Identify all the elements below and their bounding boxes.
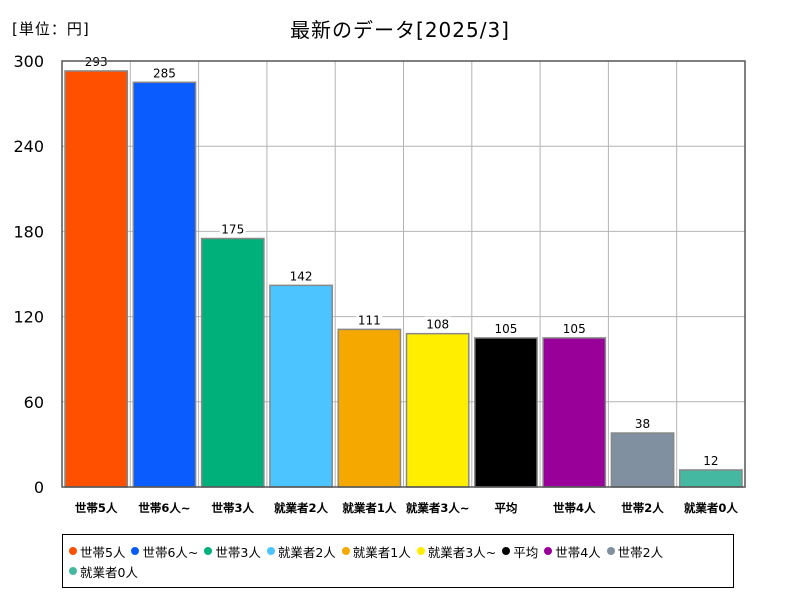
- data-label: 108: [426, 318, 449, 332]
- y-tick-label: 180: [13, 222, 44, 241]
- chart-title: 最新のデータ[2025/3]: [290, 18, 510, 42]
- legend-marker-icon: [69, 547, 77, 555]
- bar-chart: 0 60 120 180 240 300 293 世帯5人 285 世帯6人~ 175 世帯3人 142…: [13, 52, 746, 515]
- legend-label: 世帯6人~: [142, 544, 199, 560]
- unit-label: [単位：円]: [12, 20, 90, 38]
- bar: [132, 81, 197, 488]
- x-tick-label: 世帯2人: [621, 501, 664, 515]
- legend-marker-icon: [204, 547, 213, 555]
- chart-legend: 世帯5人 世帯6人~ 世帯3人 就業者2人 就業者1人 就業者3人~ 平均 世帯4人 世帯2人就…: [62, 534, 734, 588]
- bar: [200, 237, 265, 488]
- bar: [337, 328, 402, 488]
- y-tick-label: 60: [24, 393, 44, 412]
- data-label: 175: [221, 223, 244, 237]
- legend-marker-icon: [131, 547, 140, 555]
- y-tick-label: 300: [13, 52, 44, 71]
- legend-marker-icon: [416, 547, 425, 555]
- data-label-bg: [697, 452, 724, 467]
- data-label-bg: [424, 316, 451, 331]
- x-tick-label: 就業者2人: [274, 501, 329, 515]
- x-tick-label: 世帯5人: [75, 501, 118, 515]
- data-label: 105: [563, 322, 586, 336]
- legend-label: 世帯3人: [215, 544, 261, 560]
- bar: [405, 332, 470, 488]
- bar: [678, 469, 743, 488]
- legend-marker-icon: [266, 547, 275, 555]
- data-label: 38: [635, 417, 650, 431]
- bar: [542, 337, 607, 488]
- data-label-bg: [288, 268, 315, 283]
- x-tick-label: 就業者0人: [684, 501, 739, 515]
- x-tick-label: 世帯4人: [553, 501, 596, 515]
- legend-label: 就業者3人~: [427, 544, 497, 560]
- data-label: 105: [494, 322, 517, 336]
- bar: [269, 284, 333, 488]
- legend-item: 就業者0人: [69, 561, 138, 581]
- legend-marker-icon: [341, 547, 350, 555]
- x-tick-label: 就業者1人: [342, 501, 397, 515]
- data-label: 293: [85, 55, 108, 69]
- legend-item: 世帯3人: [204, 541, 261, 561]
- legend-marker-icon: [606, 547, 615, 555]
- legend-label: 世帯5人: [80, 544, 126, 560]
- data-label-bg: [151, 65, 178, 80]
- legend-label: 平均: [513, 544, 539, 560]
- y-tick-label: 240: [13, 137, 44, 156]
- legend-item: 就業者1人: [341, 541, 411, 561]
- legend-marker-icon: [69, 567, 77, 575]
- y-tick-label: 120: [13, 308, 44, 327]
- legend-item: 就業者2人: [266, 541, 336, 561]
- x-tick-label: 就業者3人~: [406, 501, 470, 515]
- legend-item: 就業者3人~: [416, 541, 497, 561]
- legend-item: 世帯4人: [544, 541, 601, 561]
- legend-item: 世帯2人: [606, 541, 664, 561]
- data-label-bg: [629, 416, 656, 431]
- legend-marker-icon: [502, 547, 511, 555]
- x-tick-label: 世帯6人~: [138, 501, 190, 515]
- x-tick-label: 世帯3人: [211, 501, 254, 515]
- y-tick-label: 0: [34, 478, 44, 497]
- legend-label: 就業者1人: [352, 544, 411, 560]
- x-tick-label: 平均: [494, 501, 517, 515]
- legend-label: 就業者0人: [80, 564, 138, 580]
- legend-label: 就業者2人: [277, 544, 336, 560]
- legend-label: 世帯4人: [555, 544, 601, 560]
- data-label-bg: [492, 320, 519, 335]
- data-label: 111: [358, 313, 381, 327]
- bar: [64, 70, 129, 488]
- bar: [474, 337, 538, 488]
- data-label: 285: [153, 66, 176, 80]
- plot-border: [61, 60, 746, 488]
- data-label: 142: [290, 269, 313, 283]
- legend-label: 世帯2人: [617, 544, 664, 560]
- legend-item: 平均: [502, 541, 538, 561]
- data-label-bg: [561, 320, 588, 335]
- legend-item: 世帯6人~: [131, 541, 198, 561]
- bar: [610, 432, 675, 488]
- data-label-bg: [356, 312, 383, 327]
- legend-item: 世帯5人: [69, 541, 125, 561]
- data-label-bg: [219, 221, 246, 236]
- data-label: 12: [703, 454, 718, 468]
- legend-marker-icon: [544, 547, 553, 555]
